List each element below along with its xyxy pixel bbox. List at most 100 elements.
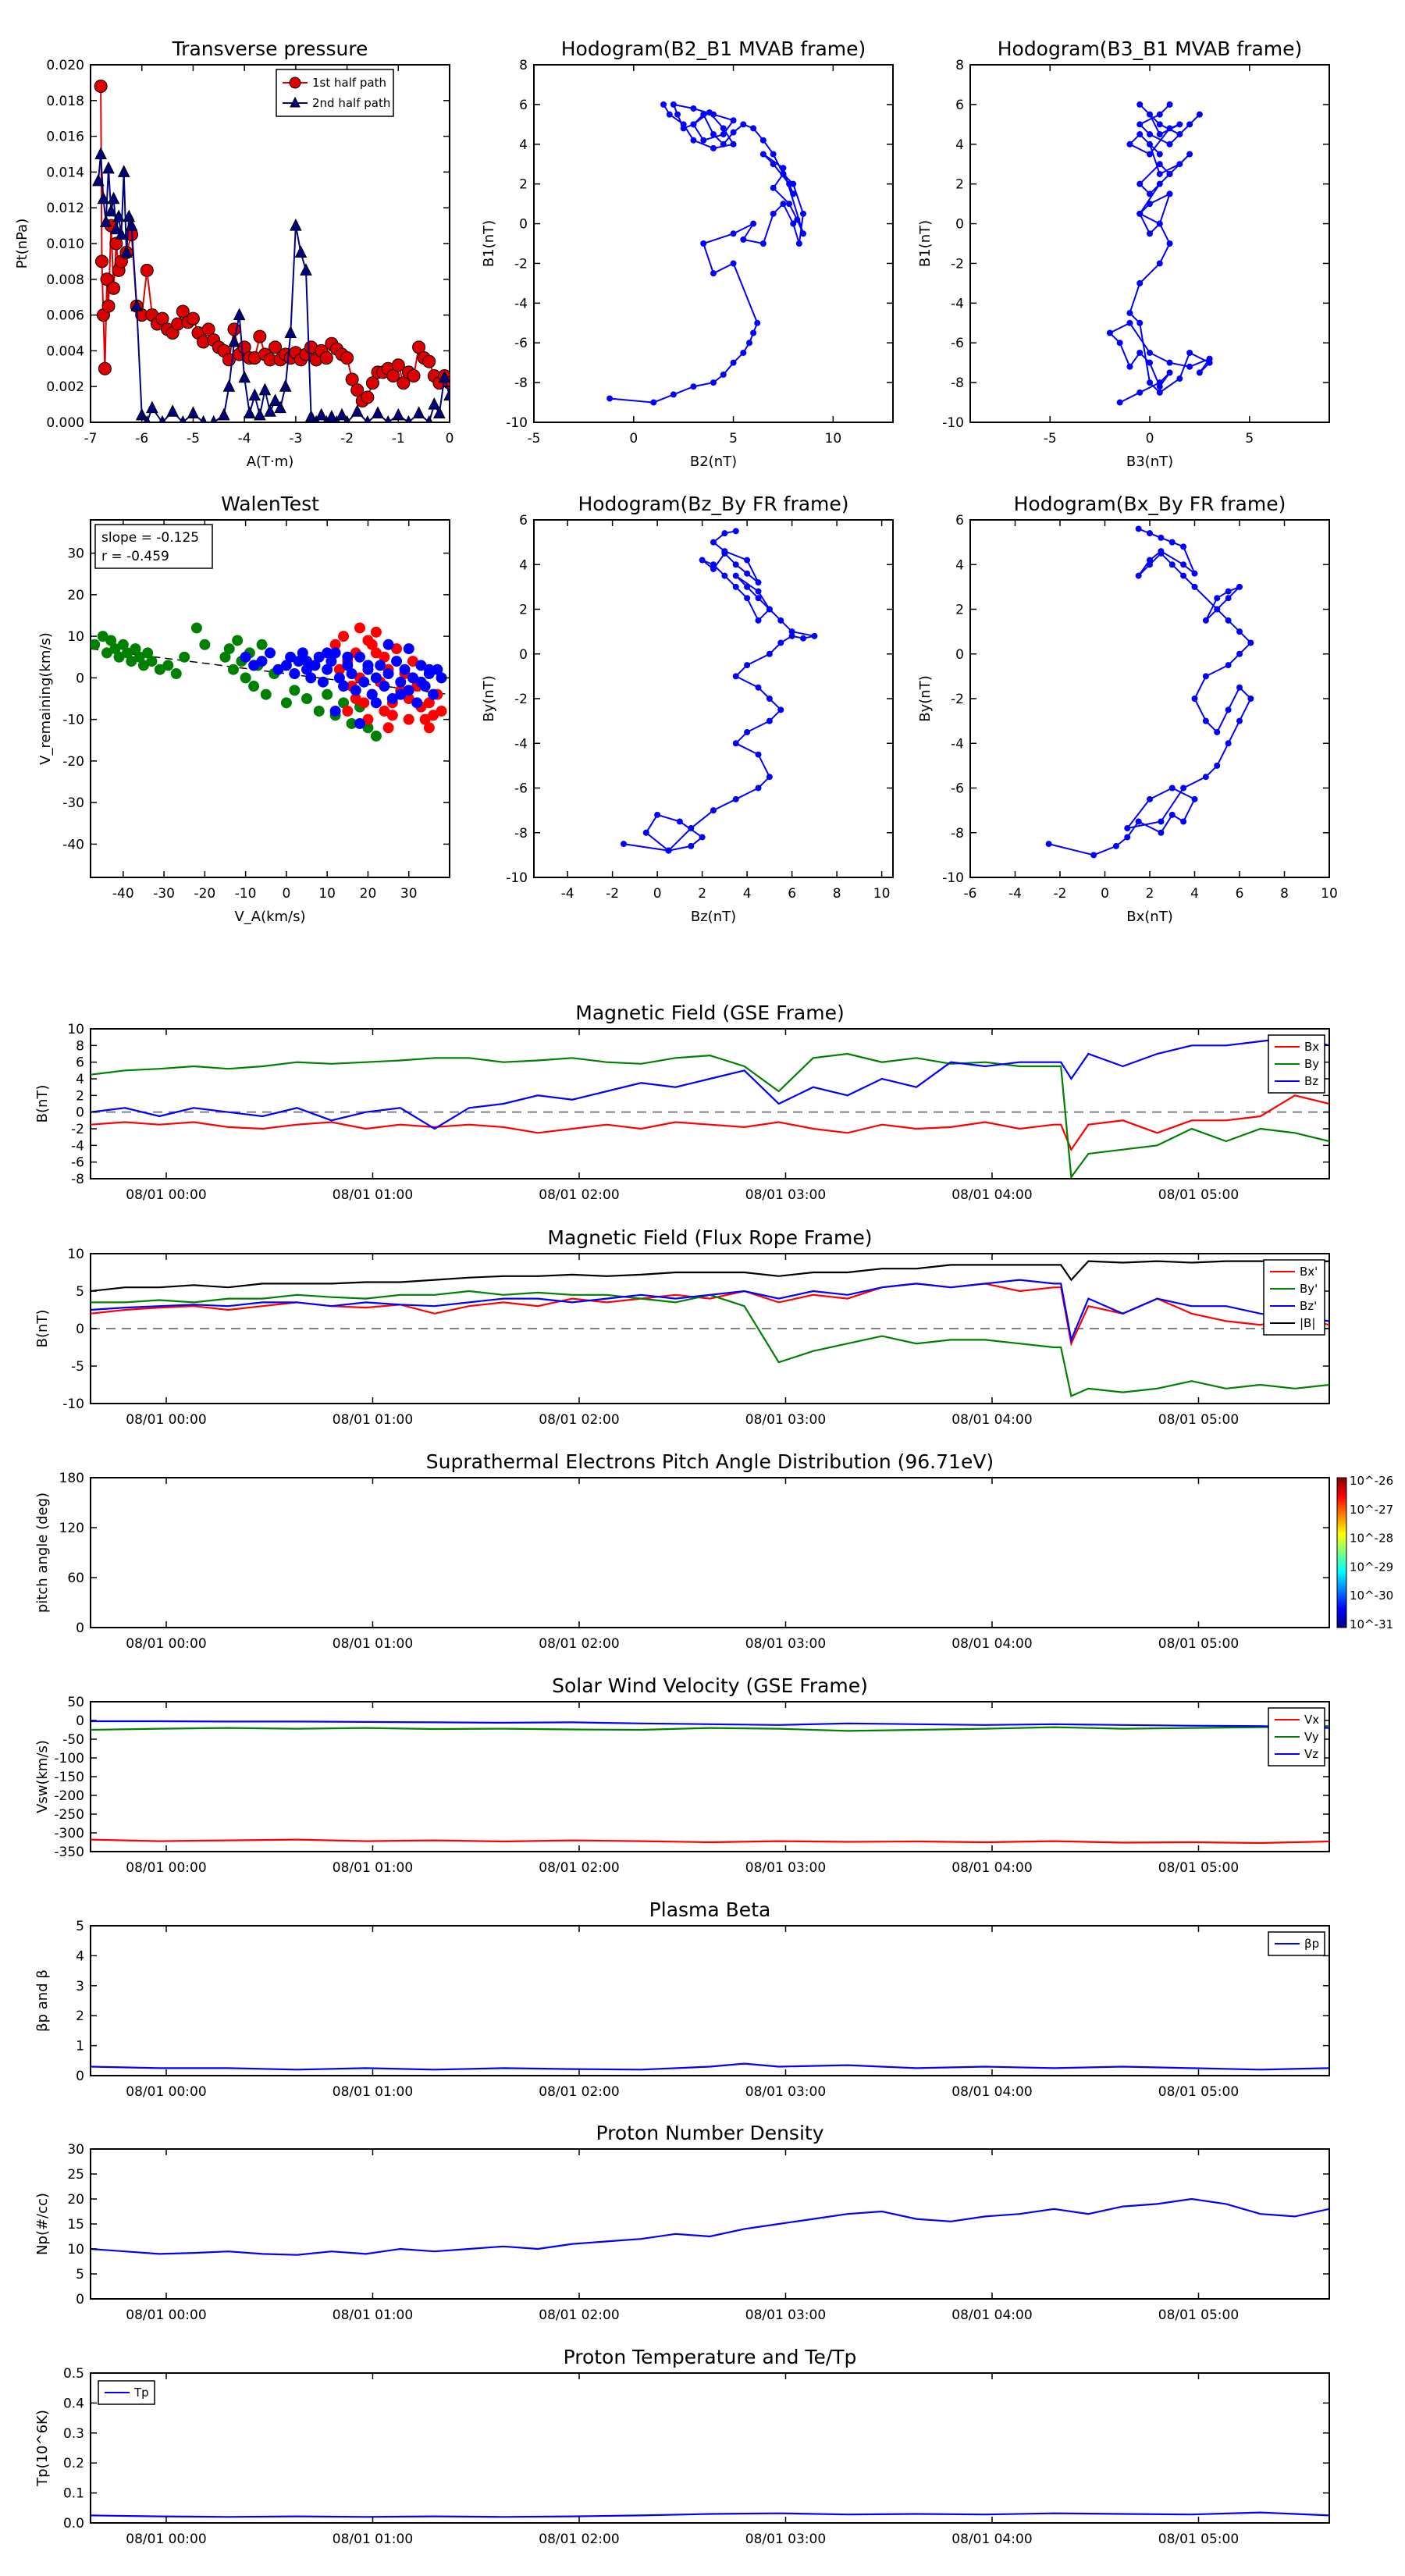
y-tick-label: -100 xyxy=(54,1751,84,1767)
scatter-point xyxy=(170,668,182,680)
scatter-point xyxy=(379,705,390,717)
y-tick-label: 30 xyxy=(67,2142,84,2158)
data-point xyxy=(766,774,773,781)
y-tick-label: 6 xyxy=(76,1055,84,1071)
colorbar-tick-label: 10^-28 xyxy=(1350,1532,1393,1546)
x-tick-label: 0 xyxy=(1101,886,1109,902)
scatter-point xyxy=(342,705,354,717)
scatter-point xyxy=(342,660,354,671)
data-point xyxy=(386,368,400,382)
data-point xyxy=(1147,561,1153,568)
y-tick-label: 0 xyxy=(519,647,528,663)
annotation-box xyxy=(94,524,213,569)
x-tick-label: -3 xyxy=(289,431,302,447)
data-point xyxy=(811,632,818,639)
y-tick-label: 180 xyxy=(59,1471,84,1486)
data-point xyxy=(800,210,806,217)
x-tick-label: 6 xyxy=(1236,886,1244,902)
y-axis-label: B1(nT) xyxy=(481,220,497,267)
data-point xyxy=(1166,369,1173,376)
scatter-point xyxy=(285,651,297,663)
data-point xyxy=(1135,572,1142,579)
y-tick-label: 120 xyxy=(59,1521,84,1536)
series-by xyxy=(91,1052,1329,1179)
data-point xyxy=(721,530,728,537)
y-tick-label: -350 xyxy=(54,1845,84,1860)
x-tick-label: 8 xyxy=(833,886,841,902)
plot-frame xyxy=(533,64,894,423)
y-tick-label: 8 xyxy=(519,58,528,73)
y-tick-label: 60 xyxy=(67,1571,84,1586)
data-point xyxy=(732,528,739,535)
annotation: slope = -0.125 r = -0.459 xyxy=(94,524,213,569)
series-s0 xyxy=(621,528,818,854)
data-point xyxy=(730,141,737,148)
data-point xyxy=(1126,310,1133,317)
scatter-point xyxy=(382,722,394,734)
y-tick-label: 20 xyxy=(67,2192,84,2208)
data-point xyxy=(109,237,123,251)
series-b xyxy=(91,1260,1329,1293)
y-tick-label: 0 xyxy=(955,217,964,233)
y-tick-label: 5 xyxy=(76,2267,84,2282)
y-tick-label: -10 xyxy=(942,870,964,886)
x-tick-label: 08/01 01:00 xyxy=(333,1412,413,1428)
data-point xyxy=(1045,841,1052,848)
data-point xyxy=(123,209,136,222)
scatter-point xyxy=(403,643,414,655)
x-tick-label: 0 xyxy=(282,886,290,902)
y-tick-label: -6 xyxy=(951,781,964,797)
legend-label: Bz' xyxy=(1300,1299,1317,1313)
x-tick-label: 08/01 01:00 xyxy=(333,1860,413,1876)
panel-hodo_bz_by: Hodogram(Bz_By FR frame) -10 -8 -6 -4 -2 0 2 4 6 -… xyxy=(481,493,894,925)
data-point xyxy=(780,201,787,208)
x-tick-label: 08/01 05:00 xyxy=(1158,2307,1239,2323)
data-point xyxy=(102,161,115,174)
legend-marker xyxy=(290,96,301,108)
scatter-point xyxy=(97,631,108,642)
y-tick-label: 0.016 xyxy=(46,130,84,145)
legend-label: By xyxy=(1304,1057,1319,1071)
data-point xyxy=(146,400,158,414)
data-point xyxy=(130,299,143,311)
x-tick-label: -2 xyxy=(1054,886,1067,902)
scatter-point xyxy=(162,660,174,671)
y-axis-label: By(nT) xyxy=(481,675,497,721)
data-point xyxy=(412,406,425,419)
data-point xyxy=(1225,617,1232,624)
scatter-point xyxy=(366,688,378,700)
data-point xyxy=(1168,561,1176,568)
legend-label: 1st half path xyxy=(312,76,386,90)
data-point xyxy=(1116,399,1123,406)
plot-frame xyxy=(969,64,1330,423)
chart-title: Magnetic Field (GSE Frame) xyxy=(575,1002,844,1024)
data-point xyxy=(407,368,421,382)
data-point xyxy=(1136,210,1144,217)
legend-label: By' xyxy=(1300,1282,1318,1296)
data-point xyxy=(710,144,717,151)
data-point xyxy=(1166,125,1173,132)
data-point xyxy=(699,557,706,564)
data-point xyxy=(1166,359,1173,366)
scatter-point xyxy=(91,639,101,650)
data-point xyxy=(1166,170,1173,177)
scatter-point xyxy=(370,626,382,638)
data-point xyxy=(732,673,739,680)
x-tick-label: 08/01 01:00 xyxy=(333,2307,413,2323)
scatter-point xyxy=(232,635,244,646)
chart-title: Magnetic Field (Flux Rope Frame) xyxy=(547,1226,872,1249)
data-point xyxy=(443,388,450,401)
x-axis-label: B3(nT) xyxy=(1126,454,1173,470)
data-point xyxy=(720,371,727,378)
chart-title: Hodogram(B3_B1 MVAB frame) xyxy=(998,37,1303,60)
scatter-point xyxy=(325,656,337,667)
scatter-point xyxy=(379,681,390,692)
series-line xyxy=(91,2197,1329,2256)
data-point xyxy=(1186,151,1193,158)
series-bx xyxy=(91,1094,1329,1151)
y-tick-label: 8 xyxy=(955,58,964,73)
y-tick-label: 5 xyxy=(76,1919,84,1934)
data-point xyxy=(115,227,128,240)
data-point xyxy=(730,230,737,237)
y-tick-label: -8 xyxy=(514,375,528,391)
